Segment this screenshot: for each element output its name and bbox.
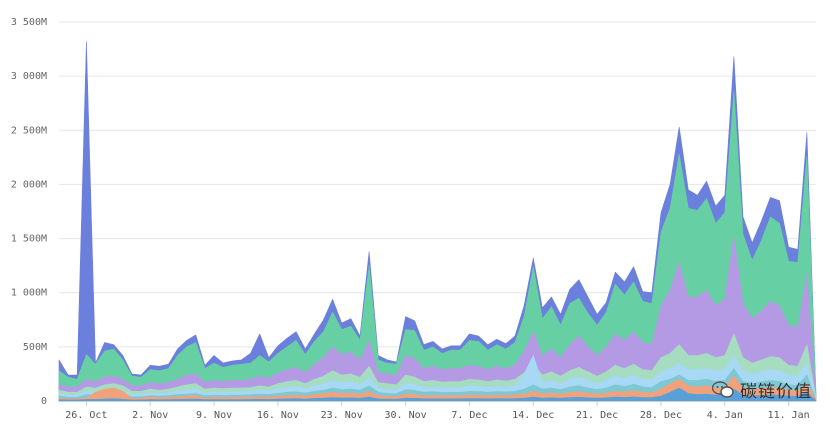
x-tick-label: 11. Jan xyxy=(768,410,810,421)
y-tick-label: 3 500M xyxy=(11,17,47,28)
x-tick-label: 28. Dec xyxy=(640,410,682,421)
y-tick-label: 2 000M xyxy=(11,179,47,190)
series-area xyxy=(58,375,817,402)
y-tick-label: 500M xyxy=(23,342,47,353)
x-tick-label: 26. Oct xyxy=(65,410,107,421)
series-area xyxy=(58,387,817,402)
watermark-text: 碳链价值 xyxy=(740,382,812,402)
gridlines xyxy=(59,21,816,348)
x-tick-label: 21. Dec xyxy=(576,410,618,421)
x-tick-label: 4. Jan xyxy=(707,410,743,421)
y-tick-label: 2 500M xyxy=(11,125,47,136)
x-tick-label: 23. Nov xyxy=(321,410,363,421)
y-tick-label: 3 000M xyxy=(11,71,47,82)
x-tick-label: 16. Nov xyxy=(257,410,299,421)
wechat-icon xyxy=(712,380,734,398)
y-tick-label: 1 500M xyxy=(11,234,47,245)
x-tick-label: 7. Dec xyxy=(451,410,487,421)
x-tick-label: 2. Nov xyxy=(132,410,168,421)
x-tick-label: 30. Nov xyxy=(385,410,427,421)
y-tick-label: 1 000M xyxy=(11,288,47,299)
y-axis: 0 500M 1 000M 1 500M 2 000M 2 500M 3 000M 3 500… xyxy=(11,17,47,407)
y-tick-label: 0 xyxy=(41,396,47,407)
x-tick-label: 14. Dec xyxy=(512,410,554,421)
series-area xyxy=(58,91,817,402)
watermark: 碳链价值 xyxy=(712,377,812,402)
x-axis: 26. Oct 2. Nov 9. Nov 16. Nov 23. Nov 30. Nov… xyxy=(59,401,816,421)
x-tick-label: 9. Nov xyxy=(196,410,232,421)
series-areas xyxy=(58,41,817,402)
series-area xyxy=(58,236,817,402)
